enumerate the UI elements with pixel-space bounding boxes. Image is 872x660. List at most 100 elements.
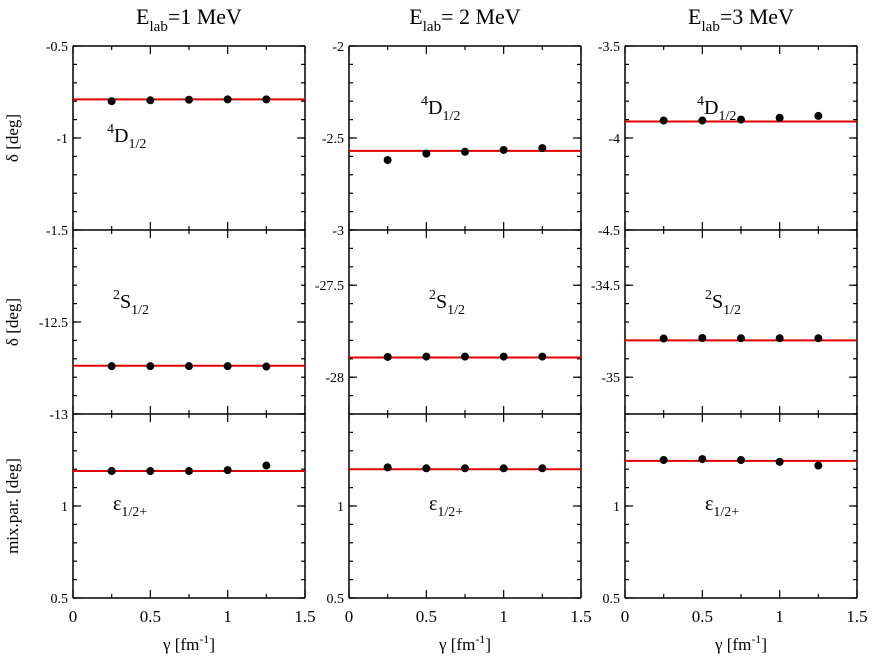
y-tick-label: -34.5	[591, 279, 620, 294]
data-point	[737, 115, 745, 124]
y-tick-label: -13	[49, 408, 68, 423]
data-point	[775, 113, 784, 122]
y-tick-label: 0.5	[51, 592, 69, 607]
data-point	[499, 352, 508, 361]
row-label-2: δ [deg]	[3, 298, 22, 346]
y-tick-label: 1	[613, 500, 620, 515]
x-tick-label: 0.5	[416, 607, 437, 626]
y-tick-label: -3	[332, 224, 344, 239]
panel-annotation: 2S1/2	[429, 288, 465, 318]
data-point	[422, 464, 431, 473]
panel-annotation: ε1/2+	[429, 493, 463, 520]
data-point	[659, 334, 668, 343]
panel-annotation: ε1/2+	[705, 493, 739, 520]
panel-c3-r2: -34.5 -35 2S1/2	[591, 229, 858, 415]
data-point	[223, 466, 232, 475]
data-point	[107, 362, 116, 371]
y-tick-label: -27.5	[315, 279, 344, 294]
y-tick-label: -28	[325, 371, 344, 386]
data-point	[737, 334, 745, 343]
x-tick-label: 1	[775, 607, 784, 626]
column-title-1: Elab=1 MeV	[136, 4, 242, 35]
panel-c1-r3: 10.50 0.5 1 1.5ε1/2+	[51, 413, 316, 626]
data-point	[185, 95, 193, 104]
y-tick-label: -2	[332, 40, 344, 55]
panel-c3-r3: 10.50 0.5 1 1.5ε1/2+	[603, 413, 868, 626]
x-tick-label: 0.5	[140, 607, 161, 626]
column-titles: Elab=1 MeV Elab= 2 MeV Elab=3 MeV	[136, 4, 794, 35]
data-point	[146, 362, 155, 371]
y-tick-label: -4	[608, 132, 620, 147]
column-title-3: Elab=3 MeV	[688, 4, 794, 35]
row-label-1: δ [deg]	[3, 114, 22, 162]
data-point	[698, 116, 707, 125]
panel-c2-r1: -2 -2.5 -3 4D1/2	[322, 40, 582, 239]
y-tick-label: 1	[61, 500, 68, 515]
data-point	[698, 334, 707, 343]
y-tick-label: -1.5	[46, 224, 68, 239]
y-tick-label: -12.5	[39, 316, 68, 331]
y-tick-label: 1	[337, 500, 344, 515]
y-tick-label: -4.5	[598, 224, 620, 239]
data-point	[223, 362, 232, 371]
data-point	[461, 464, 469, 473]
column-title-2: Elab= 2 MeV	[409, 4, 521, 35]
data-point	[146, 96, 155, 105]
data-point	[659, 456, 668, 464]
x-axis-label-1: γ [fm-1]	[162, 632, 215, 654]
row-labels: δ [deg] δ [deg] mix.par. [deg]	[3, 114, 22, 554]
y-tick-label: -0.5	[46, 40, 68, 55]
panel-annotation: ε1/2+	[113, 493, 147, 520]
x-tick-label: 0	[621, 607, 630, 626]
x-axis-label-2: γ [fm-1]	[438, 632, 491, 654]
data-point	[383, 156, 392, 165]
data-point	[698, 455, 707, 464]
data-point	[383, 352, 392, 361]
data-point	[538, 144, 547, 153]
x-axis-label-3: γ [fm-1]	[714, 632, 767, 654]
data-point	[146, 467, 155, 476]
data-point	[737, 456, 745, 464]
panel-c1-r2: -12.5 -13 2S1/2	[39, 229, 306, 423]
x-tick-label: 1.5	[570, 607, 591, 626]
y-tick-label: 0.5	[603, 592, 621, 607]
panel-annotation: 2S1/2	[113, 288, 149, 318]
y-tick-label: 0.5	[327, 592, 345, 607]
x-tick-label: 1	[499, 607, 508, 626]
x-tick-label: 1.5	[846, 607, 867, 626]
data-point	[538, 352, 547, 361]
panel-annotation: 4D1/2	[107, 122, 146, 152]
data-point	[107, 97, 116, 106]
x-tick-label: 0.5	[692, 607, 713, 626]
panel-annotation: 2S1/2	[705, 288, 741, 318]
x-tick-label: 1	[223, 607, 232, 626]
panel-annotation: 4D1/2	[421, 94, 460, 124]
data-point	[262, 95, 271, 104]
data-point	[499, 464, 508, 473]
data-point	[775, 334, 784, 343]
y-tick-label: -3.5	[598, 40, 620, 55]
data-point	[814, 334, 823, 343]
x-tick-label: 0	[345, 607, 354, 626]
y-tick-label: -2.5	[322, 132, 344, 147]
panel-c2-r3: 10.50 0.5 1 1.5ε1/2+	[327, 413, 592, 626]
data-point	[422, 149, 431, 158]
data-point	[461, 352, 469, 361]
panel-c1-r1: -0.5 -1 -1.5 4D1/2	[46, 40, 306, 239]
x-axis-labels: γ [fm-1] γ [fm-1] γ [fm-1]	[162, 632, 767, 654]
data-point	[814, 111, 823, 120]
data-point	[538, 464, 547, 473]
panel-c3-r1: -3.5 -4 -4.5 4D1/2	[598, 40, 858, 239]
data-point	[185, 362, 193, 371]
data-point	[185, 467, 193, 476]
data-point	[775, 457, 784, 466]
panel-c2-r2: -27.5 -28 2S1/2	[315, 229, 582, 415]
data-point	[659, 116, 668, 125]
x-tick-label: 0	[69, 607, 78, 626]
data-point	[422, 352, 431, 361]
data-point	[223, 95, 232, 104]
panel-annotation: 4D1/2	[697, 94, 736, 124]
data-point	[499, 145, 508, 154]
